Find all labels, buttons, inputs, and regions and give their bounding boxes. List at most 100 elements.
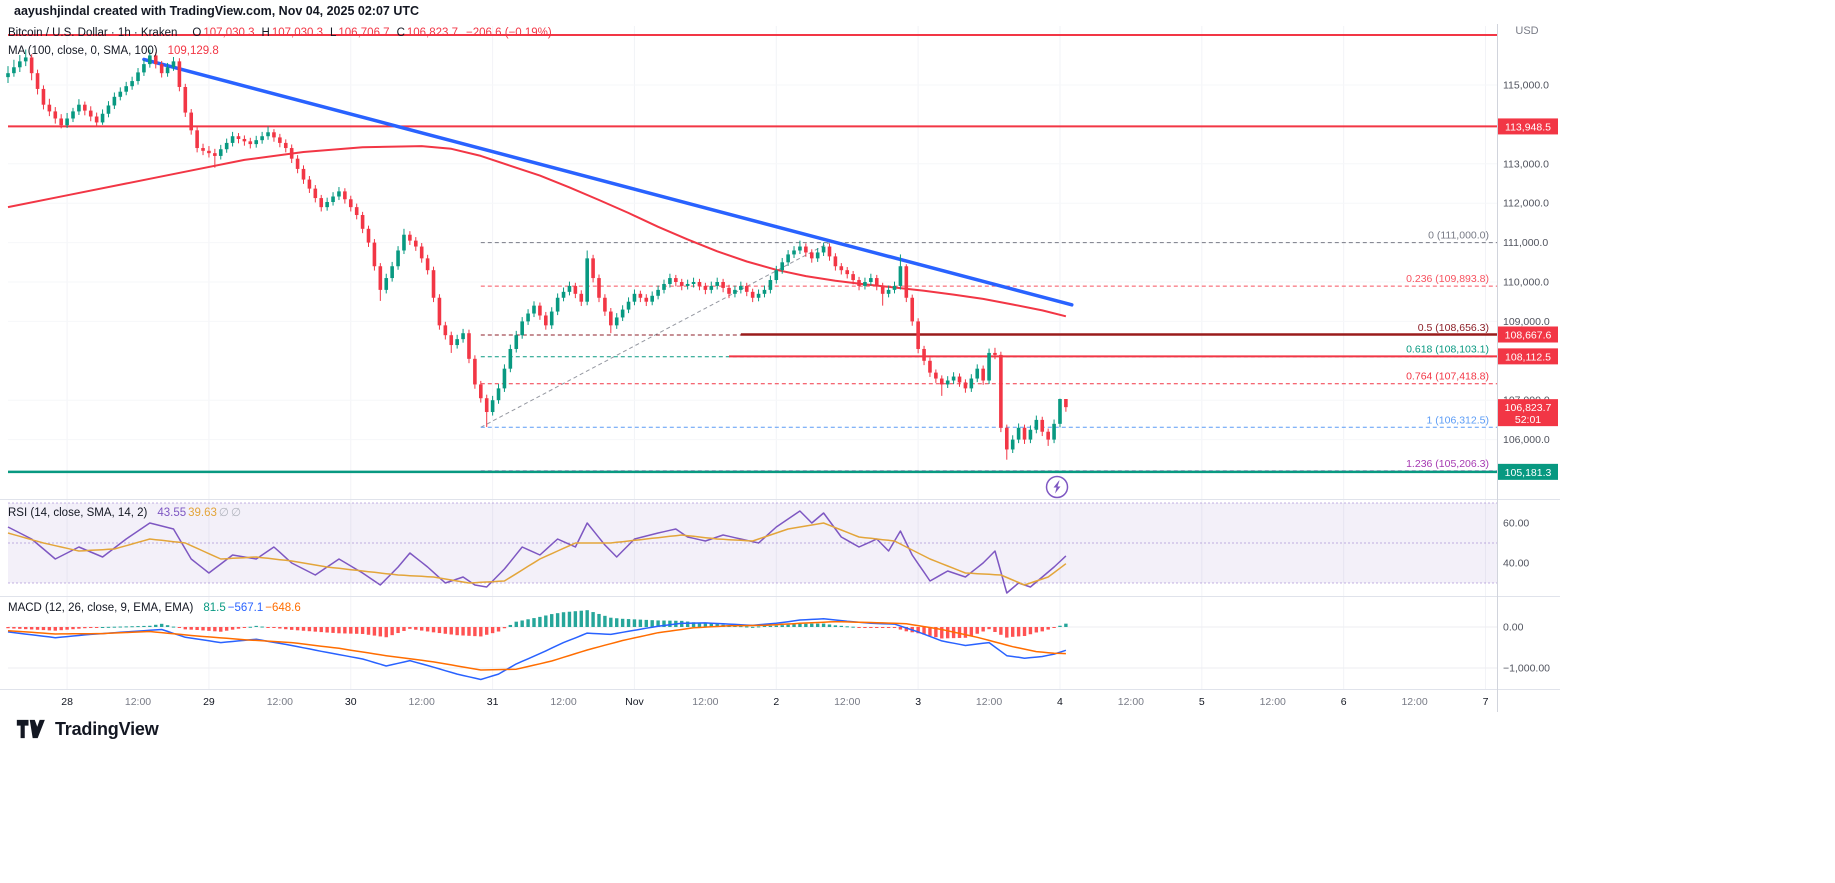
candle-body: [786, 254, 790, 263]
candle-body: [94, 116, 99, 123]
candle-body: [804, 246, 808, 253]
macd-histogram-bar: [863, 627, 867, 628]
macd-histogram-bar: [597, 613, 601, 627]
macd-histogram-bar: [278, 627, 282, 629]
candle-body: [993, 352, 997, 355]
ma-100-line[interactable]: [7, 145, 1067, 318]
macd-histogram-bar: [272, 627, 276, 628]
candle-body: [626, 301, 631, 310]
macd-histogram-bar: [1058, 625, 1062, 627]
candle-body: [597, 278, 601, 298]
rsi-pane[interactable]: [7, 502, 1498, 594]
candle-body: [171, 61, 176, 68]
macd-histogram-bar: [266, 627, 270, 628]
macd-histogram-bar: [207, 627, 211, 631]
macd-histogram-bar: [709, 623, 713, 627]
candle-body: [348, 199, 353, 208]
macd-pane[interactable]: [6, 610, 1498, 681]
time-axis-label: 12:00: [1118, 696, 1144, 708]
candle-body: [408, 234, 412, 241]
macd-histogram-bar: [508, 624, 513, 627]
candle-body: [774, 270, 779, 281]
macd-signal-line[interactable]: [7, 620, 1066, 671]
macd-histogram-bar: [53, 627, 57, 631]
macd-histogram-bar: [29, 627, 34, 630]
time-axis-label: 12:00: [692, 696, 718, 708]
macd-histogram-bar: [774, 625, 778, 627]
attribution-text: aayushjindal created with TradingView.co…: [14, 4, 420, 18]
price-badge-bg: [1498, 399, 1558, 427]
macd-histogram-bar: [496, 627, 501, 632]
time-axis[interactable]: 28 12:00 29 12:00 30 12:00 31 12:00 Nov 12:00 2 12:…: [61, 696, 1488, 708]
fib-level-label: 0.236 (109,893.8): [1406, 273, 1489, 285]
candle-body: [526, 313, 530, 322]
ohlc-high-value: 107,030.3: [271, 27, 323, 39]
macd-histogram-bar: [12, 627, 16, 629]
rsi-legend-title[interactable]: RSI (14, close, SMA, 14, 2): [8, 507, 148, 519]
trendline[interactable]: [142, 57, 1074, 307]
macd-histogram-bar: [443, 627, 448, 634]
rsi-ma-value: 39.63: [188, 507, 217, 519]
symbol-title[interactable]: Bitcoin / U.S. Dollar · 1h · Kraken: [8, 27, 178, 39]
price-badge[interactable]: 108,667.6: [1498, 326, 1558, 343]
macd-histogram-bar: [390, 627, 394, 636]
macd-histogram-bar: [378, 627, 383, 637]
candlestick-series[interactable]: [6, 49, 1068, 460]
rsi-line[interactable]: [7, 510, 1067, 594]
candle-body: [47, 104, 52, 112]
candle-body: [384, 278, 389, 290]
candle-body: [514, 335, 519, 349]
currency-label[interactable]: USD: [1515, 25, 1539, 37]
price-axis[interactable]: 115,000.0 113,000.0 112,000.0 111,000.0 110,…: [1503, 80, 1550, 675]
price-badge[interactable]: 108,112.5: [1498, 348, 1558, 365]
macd-histogram-bar: [579, 610, 583, 627]
macd-histogram-bar: [975, 627, 979, 634]
price-badge-bg: [1498, 463, 1558, 480]
candle-body: [632, 293, 637, 302]
candle-body: [1058, 399, 1062, 424]
tradingview-footer[interactable]: TradingView: [16, 718, 159, 740]
candle-body: [213, 153, 217, 156]
horizontal-lines[interactable]: [8, 33, 1498, 474]
price-axis-label: 112,000.0: [1503, 198, 1549, 210]
price-badge[interactable]: 105,181.3: [1498, 463, 1558, 480]
candle-body: [65, 118, 69, 126]
candle-body: [124, 86, 128, 92]
candle-body: [674, 278, 678, 282]
macd-histogram-bar: [189, 627, 193, 630]
candle-body: [461, 333, 465, 340]
macd-histogram-bar: [349, 627, 353, 634]
candle-body: [904, 266, 909, 298]
candle-body: [319, 198, 324, 208]
symbol-legend: Bitcoin / U.S. Dollar · 1h · Kraken O 107,…: [8, 27, 552, 39]
lightning-marker[interactable]: [1045, 475, 1069, 499]
rsi-ma-line[interactable]: [7, 522, 1067, 586]
macd-legend-title[interactable]: MACD (12, 26, close, 9, EMA, EMA): [8, 602, 194, 614]
candle-body: [248, 141, 253, 145]
candle-body: [431, 270, 436, 298]
macd-histogram-bar: [922, 627, 926, 635]
macd-histogram-bar: [148, 625, 152, 627]
macd-histogram-bar: [449, 627, 453, 635]
lightning-bolt-icon: [1053, 480, 1061, 494]
candle-body: [579, 293, 584, 302]
macd-histogram-bar: [691, 622, 696, 627]
macd-histogram-bar: [254, 625, 258, 627]
time-axis-label: 31: [487, 696, 499, 708]
candle-body: [857, 280, 861, 286]
time-axis-label: 12:00: [976, 696, 1002, 708]
candle-body: [508, 348, 513, 369]
macd-line[interactable]: [7, 618, 1067, 681]
candle-body: [662, 283, 666, 290]
macd-histogram-bar: [479, 627, 483, 637]
ma-legend-title[interactable]: MA (100, close, 0, SMA, 100): [8, 45, 158, 57]
price-badge[interactable]: 106,823.752:01: [1498, 399, 1558, 427]
price-axis-label: 113,000.0: [1503, 158, 1549, 170]
macd-histogram-bar: [35, 627, 40, 630]
macd-histogram-bar: [402, 627, 406, 631]
candle-body: [874, 278, 879, 286]
time-axis-label: Nov: [625, 696, 644, 708]
price-badge[interactable]: 113,948.5: [1498, 118, 1558, 135]
rsi-upper-band-value: ∅: [218, 507, 229, 519]
